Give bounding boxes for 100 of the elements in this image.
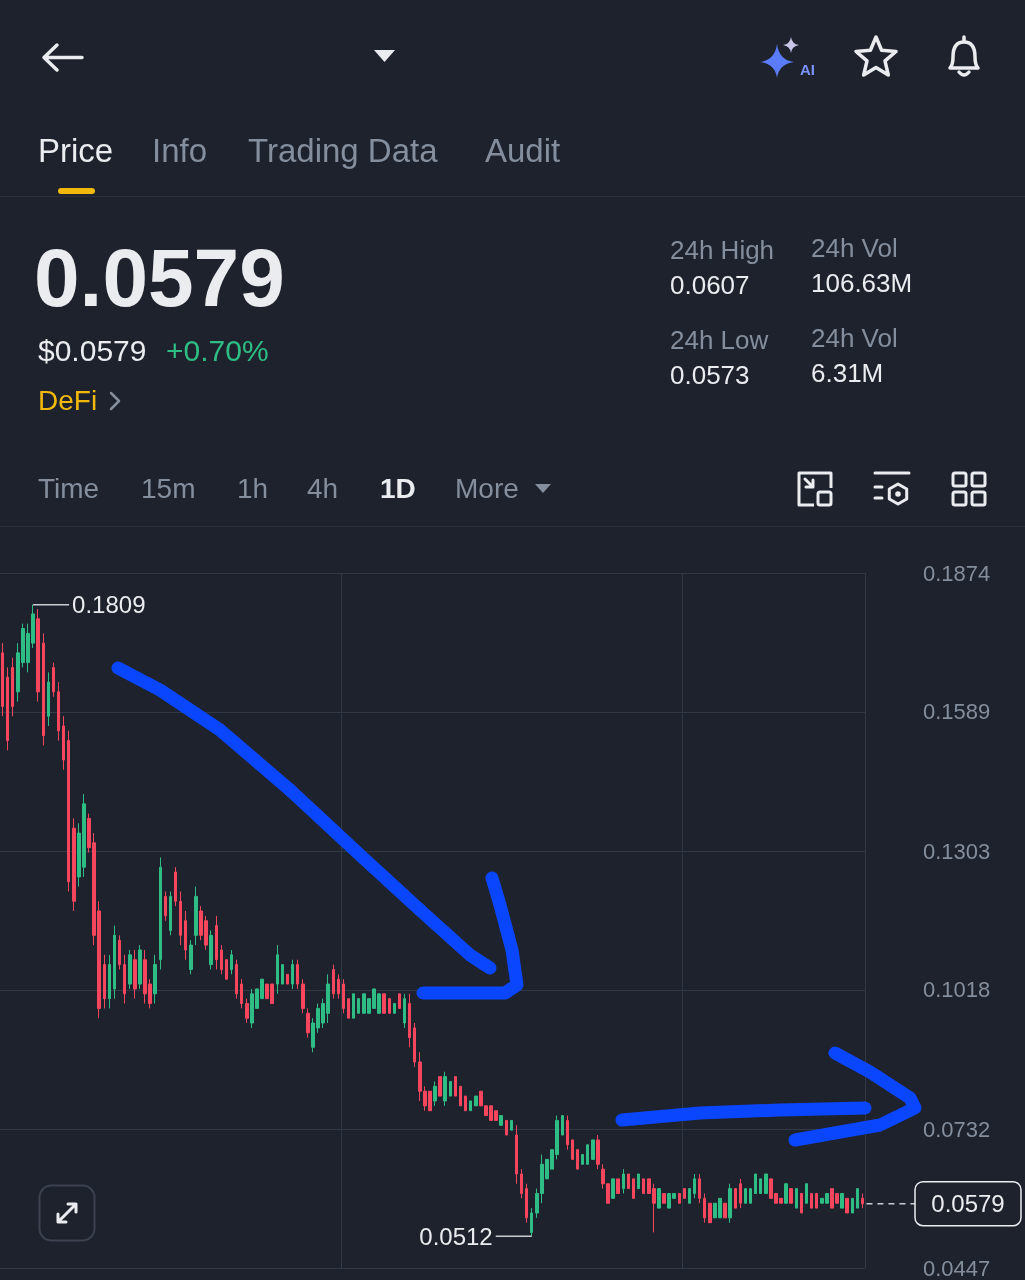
candlestick [413, 1022, 416, 1068]
candlestick [861, 1192, 864, 1209]
candlestick [662, 1192, 666, 1204]
text: Trading Data [248, 131, 438, 169]
candlestick [596, 1134, 600, 1170]
ref-line-label: 0.0579 [931, 1190, 1005, 1218]
candlestick [703, 1192, 706, 1224]
candlestick [845, 1197, 849, 1214]
y-tick-label: 0.0447 [923, 1255, 991, 1280]
candlestick [566, 1115, 569, 1151]
candlestick [474, 1095, 478, 1107]
text: 106.63M [811, 268, 913, 298]
candlestick [698, 1173, 701, 1204]
text: AI [800, 60, 815, 78]
candlestick [581, 1154, 584, 1165]
candlestick [388, 998, 391, 1014]
candlestick [113, 925, 116, 1000]
y-tick-label: 0.1018 [923, 977, 991, 1003]
candlestick [47, 671, 50, 727]
candlestick [62, 715, 65, 771]
candlestick [296, 959, 299, 990]
candlestick [123, 954, 126, 1005]
candlestick [805, 1183, 808, 1204]
candlestick [128, 949, 132, 990]
text: Time [38, 473, 100, 504]
candlestick [138, 944, 142, 990]
candlestick [337, 973, 340, 1000]
candlestick [815, 1192, 818, 1209]
text: 1h [237, 473, 269, 504]
candlestick [108, 954, 111, 1009]
candlestick [571, 1139, 574, 1160]
candlestick [856, 1188, 859, 1209]
candlestick [637, 1173, 640, 1190]
text: 1D [380, 473, 416, 504]
candlestick [688, 1188, 691, 1204]
candlestick [464, 1095, 467, 1112]
candlestick [520, 1168, 523, 1199]
candlestick [723, 1202, 727, 1219]
candlestick [499, 1115, 503, 1126]
candlestick [728, 1183, 732, 1224]
candlestick [800, 1192, 803, 1214]
candlestick [6, 666, 9, 751]
text: 24h High [670, 235, 775, 265]
candlestick [393, 1003, 396, 1014]
candlestick [561, 1115, 564, 1136]
candlestick [245, 998, 249, 1024]
candlestick [657, 1188, 661, 1209]
candlestick [734, 1188, 737, 1209]
candlestick [530, 1207, 533, 1237]
text: Audit [485, 131, 561, 169]
candlestick [103, 954, 106, 1009]
candlestick [57, 681, 60, 742]
candlestick [642, 1178, 645, 1194]
y-tick-label: 0.0732 [923, 1116, 991, 1142]
candlestick [403, 993, 406, 1029]
candlestick [169, 891, 172, 936]
candlestick [72, 817, 76, 912]
candlestick [591, 1139, 595, 1160]
candlestick [454, 1076, 457, 1097]
candlestick [398, 993, 401, 1009]
candlestick [616, 1178, 620, 1194]
text: 0.0573 [670, 360, 750, 390]
text: More [455, 473, 519, 504]
candlestick [276, 944, 279, 995]
candlestick [505, 1119, 508, 1136]
text: 24h Vol [811, 323, 898, 353]
candlestick [215, 915, 218, 970]
candlestick [306, 1007, 310, 1039]
candlestick [739, 1178, 742, 1209]
candlestick [291, 959, 294, 990]
candlestick [693, 1173, 696, 1199]
candlestick [240, 978, 243, 1009]
candlestick [449, 1080, 452, 1097]
text: Info [152, 131, 208, 169]
candlestick [744, 1188, 747, 1204]
candlestick [576, 1149, 579, 1170]
candlestick [810, 1192, 813, 1209]
y-tick-label: 0.1303 [923, 838, 991, 864]
annotation: 0.0512 [419, 1222, 493, 1250]
candlestick [230, 949, 233, 975]
candlestick [67, 730, 70, 893]
candlestick [174, 866, 177, 907]
candlestick [851, 1197, 854, 1214]
text: Price [38, 131, 114, 169]
candlestick [220, 944, 223, 975]
candlestick [759, 1178, 762, 1194]
candlestick [36, 608, 40, 703]
candlestick [1, 642, 4, 717]
candlestick [784, 1183, 788, 1204]
text: 0.0579 [34, 232, 285, 323]
candlestick [510, 1119, 513, 1131]
candlestick [525, 1183, 528, 1224]
candlestick [795, 1188, 798, 1209]
candlestick [622, 1168, 625, 1194]
candlestick [754, 1173, 757, 1194]
candlestick [179, 891, 182, 946]
candlestick [352, 993, 355, 1019]
candlestick [133, 949, 137, 1000]
candlestick [469, 1100, 472, 1112]
candlestick [11, 657, 14, 717]
